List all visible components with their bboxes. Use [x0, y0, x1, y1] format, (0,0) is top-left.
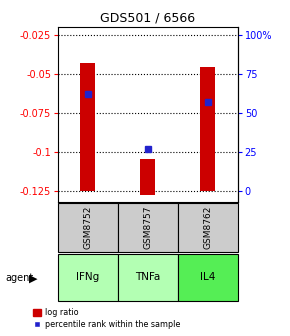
Bar	[58, 254, 118, 301]
Bar	[200, 68, 215, 191]
Bar	[58, 203, 118, 252]
Title: GDS501 / 6566: GDS501 / 6566	[100, 11, 195, 24]
Text: TNFa: TNFa	[135, 272, 161, 282]
Text: IFNg: IFNg	[76, 272, 99, 282]
Text: IL4: IL4	[200, 272, 215, 282]
Text: ▶: ▶	[29, 273, 37, 283]
Text: GSM8752: GSM8752	[84, 206, 93, 249]
Legend: log ratio, percentile rank within the sample: log ratio, percentile rank within the sa…	[33, 308, 180, 329]
Bar	[118, 203, 178, 252]
Bar	[80, 63, 95, 191]
Bar	[178, 254, 238, 301]
Text: agent: agent	[6, 273, 34, 283]
Bar	[118, 254, 178, 301]
Text: GSM8757: GSM8757	[143, 206, 153, 249]
Bar	[140, 160, 155, 195]
Text: GSM8762: GSM8762	[203, 206, 212, 249]
Bar	[178, 203, 238, 252]
